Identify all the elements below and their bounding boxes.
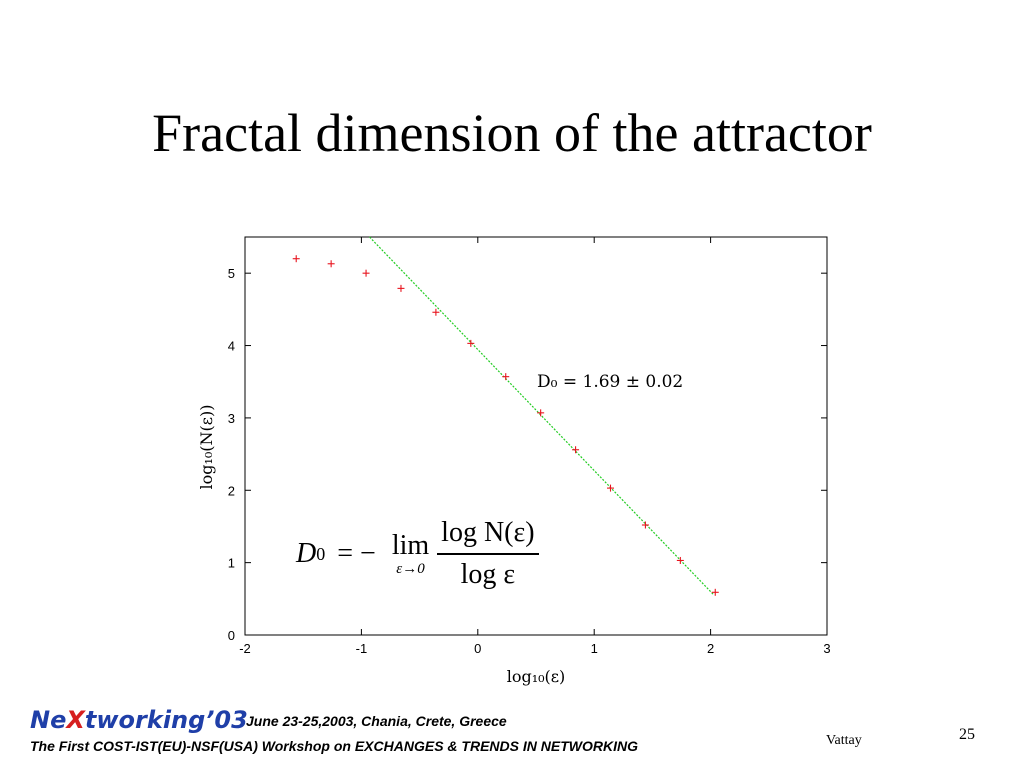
y-tick-label: 5 xyxy=(228,266,235,281)
data-point xyxy=(362,269,370,277)
footer-author: Vattay xyxy=(826,733,862,748)
logo-x: X xyxy=(66,706,85,734)
data-point xyxy=(467,339,475,347)
logo-pre: Ne xyxy=(30,706,67,734)
data-point xyxy=(432,308,440,316)
axis-ticks: -2 -1 0 1 2 3 0 1 2 3 4 5 xyxy=(228,237,831,656)
page-number: 25 xyxy=(959,726,975,743)
dimension-annotation: D₀ = 1.69 ± 0.02 xyxy=(537,372,683,392)
data-point xyxy=(327,260,335,268)
y-tick-label: 3 xyxy=(228,411,235,426)
slide-title: Fractal dimension of the attractor xyxy=(152,103,872,163)
y-tick-label: 0 xyxy=(228,628,235,643)
y-tick-label: 1 xyxy=(228,556,235,571)
formula-limit: lim ε→0 xyxy=(391,530,430,578)
x-axis-label: log₁₀(ε) xyxy=(507,667,566,686)
x-tick-label: 0 xyxy=(474,641,481,656)
fit-line-layer xyxy=(369,236,715,596)
formula-lim: lim xyxy=(391,530,430,561)
data-point xyxy=(641,521,649,529)
data-point xyxy=(606,484,614,492)
fit-line xyxy=(369,236,715,596)
x-tick-label: 3 xyxy=(823,641,830,656)
networking-logo: NeXtworking’03 xyxy=(30,706,248,734)
logo-post: tworking’03 xyxy=(84,706,248,734)
formula-equals: = − xyxy=(337,538,376,569)
data-point xyxy=(292,255,300,263)
formula-denominator: log ε xyxy=(460,559,516,590)
x-tick-label: 2 xyxy=(707,641,714,656)
x-tick-label: -1 xyxy=(356,641,368,656)
formula-fraction: log N(ε) log ε xyxy=(437,517,539,591)
y-tick-label: 2 xyxy=(228,483,235,498)
data-points-layer xyxy=(292,255,719,596)
data-point xyxy=(502,373,510,381)
data-point xyxy=(572,446,580,454)
y-axis-label: log₁₀(N(ε)) xyxy=(197,404,216,489)
formula-lhs-subscript: 0 xyxy=(316,543,326,564)
data-point xyxy=(676,556,684,564)
x-tick-label: -2 xyxy=(239,641,251,656)
data-point xyxy=(397,284,405,292)
plot-frame xyxy=(244,236,828,636)
data-point xyxy=(537,409,545,417)
formula-lhs: D xyxy=(296,538,317,569)
x-tick-label: 1 xyxy=(591,641,598,656)
data-point xyxy=(711,588,719,596)
formula-lim-under: ε→0 xyxy=(396,561,425,577)
scatter-chart: -2 -1 0 1 2 3 0 1 2 3 4 5 D₀ = 1.69 ± 0.02 log₁₀(ε)… xyxy=(197,236,831,686)
footer-date-location: June 23-25,2003, Chania, Crete, Greece xyxy=(246,713,507,729)
y-tick-label: 4 xyxy=(228,339,235,354)
footer-workshop: The First COST-IST(EU)-NSF(USA) Workshop… xyxy=(30,738,638,754)
formula-numerator: log N(ε) xyxy=(437,517,539,555)
